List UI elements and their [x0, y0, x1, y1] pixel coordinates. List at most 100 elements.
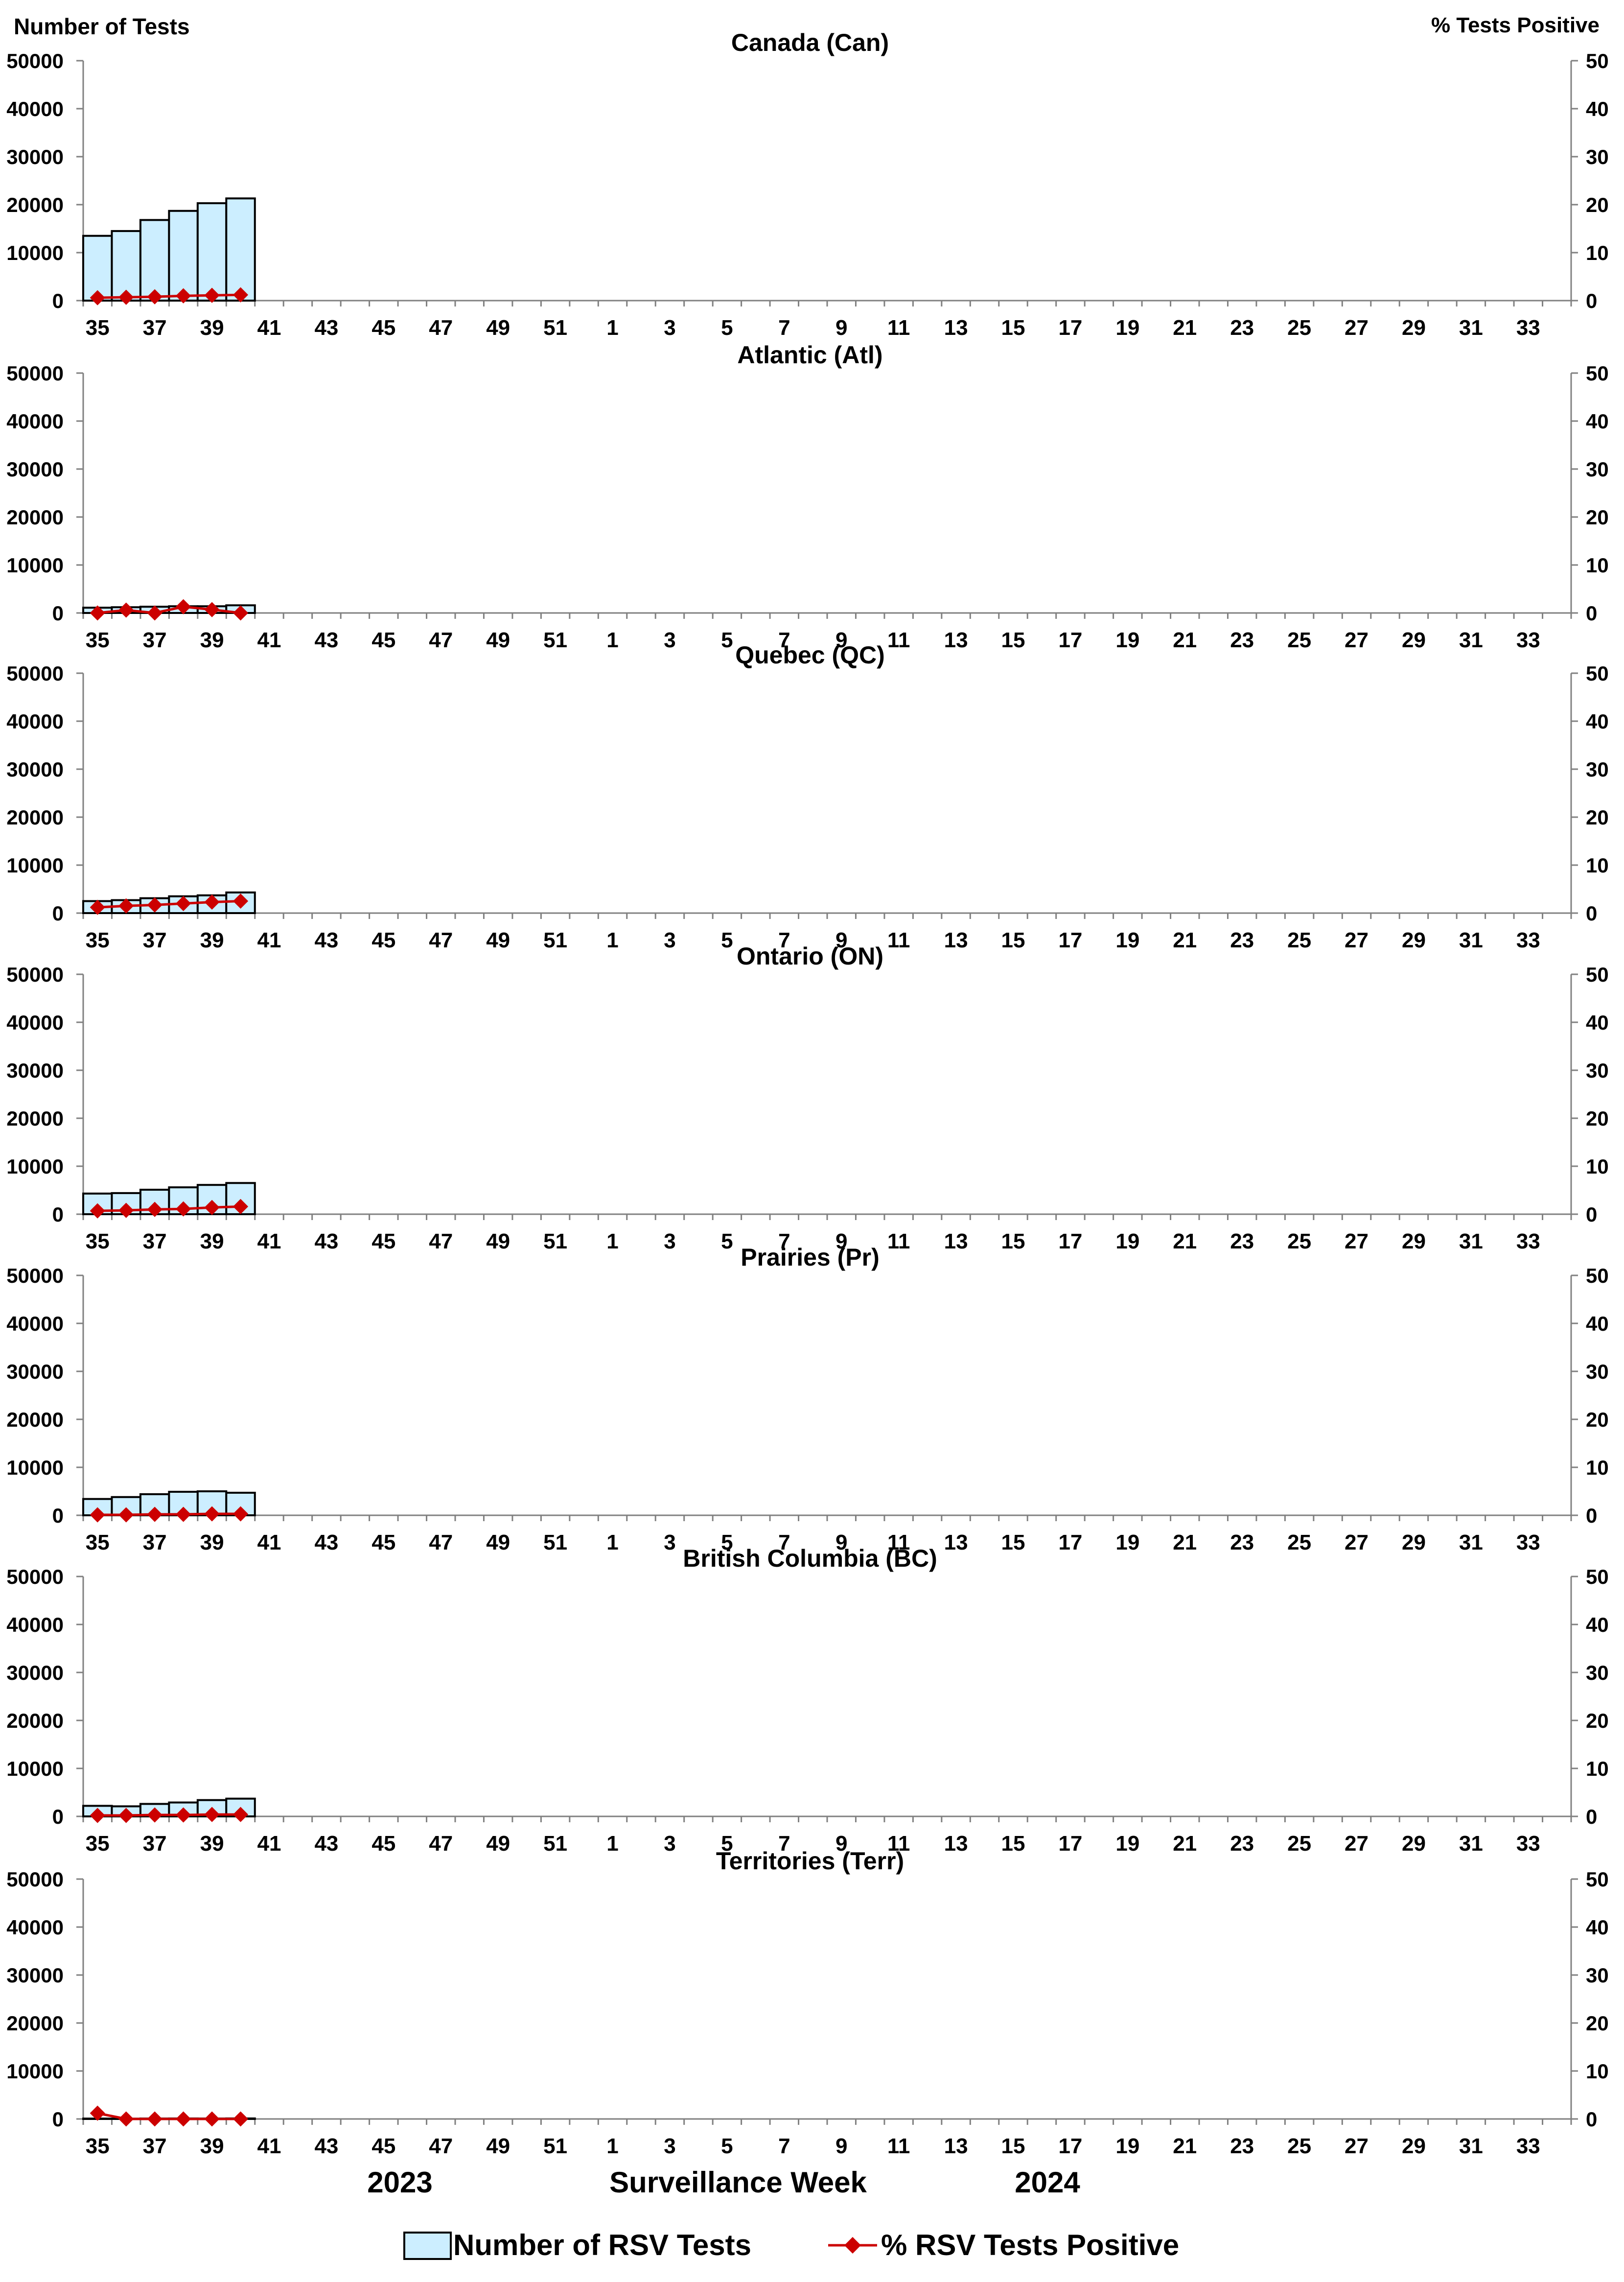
x-tick-label: 31: [1459, 316, 1483, 340]
x-tick-label: 19: [1115, 1530, 1139, 1554]
x-tick-label: 27: [1345, 928, 1369, 952]
point-35: [90, 1507, 105, 1523]
left-y-tick-label: 50000: [6, 662, 64, 685]
x-tick-label: 51: [543, 1229, 567, 1253]
x-tick-label: 51: [543, 1530, 567, 1554]
right-y-tick-label: 20: [1586, 193, 1609, 216]
x-tick-label: 1: [606, 1832, 618, 1856]
x-tick-label: 41: [257, 1229, 281, 1253]
x-tick-label: 7: [778, 1229, 790, 1253]
percent-positive-line: [97, 2112, 241, 2120]
left-y-tick-label: 10000: [6, 1456, 64, 1479]
x-tick-label: 31: [1459, 1530, 1483, 1554]
x-tick-label: 1: [606, 1530, 618, 1554]
x-tick-label: 45: [371, 1832, 395, 1856]
x-tick-label: 33: [1516, 1832, 1540, 1856]
x-tick-label: 19: [1115, 928, 1139, 952]
point-40: [232, 287, 249, 303]
panel-title: Canada (Can): [731, 29, 889, 56]
right-y-tick-label: 50: [1586, 662, 1609, 685]
x-tick-label: 25: [1287, 1530, 1311, 1554]
left-y-tick-label: 40000: [6, 97, 64, 120]
x-tick-label: 37: [143, 1832, 167, 1856]
x-tick-label: 33: [1516, 1229, 1540, 1253]
right-y-tick-label: 20: [1586, 806, 1609, 829]
point-39: [204, 894, 220, 910]
x-tick-label: 39: [200, 2134, 224, 2158]
left-y-tick-label: 10000: [6, 1757, 64, 1780]
point-37: [147, 1506, 162, 1522]
x-tick-label: 17: [1058, 1229, 1082, 1253]
x-tick-label: 39: [200, 316, 224, 340]
x-tick-label: 29: [1402, 1832, 1426, 1856]
x-tick-label: 49: [486, 1229, 510, 1253]
legend-line-label: % RSV Tests Positive: [881, 2229, 1179, 2261]
x-tick-label: 9: [835, 2134, 847, 2158]
x-tick-label: 43: [314, 316, 338, 340]
right-y-tick-label: 10: [1586, 241, 1609, 264]
point-40: [232, 893, 249, 909]
x-tick-label: 29: [1402, 1229, 1426, 1253]
x-tick-label: 5: [721, 1530, 733, 1554]
x-tick-label: 31: [1459, 928, 1483, 952]
x-tick-label: 3: [664, 1530, 675, 1554]
right-y-tick-label: 50: [1586, 1565, 1609, 1588]
right-y-tick-label: 40: [1586, 1916, 1609, 1939]
x-tick-label: 11: [887, 628, 910, 652]
right-y-tick-label: 50: [1586, 1868, 1609, 1891]
x-tick-label: 11: [887, 2134, 910, 2158]
x-tick-label: 33: [1516, 2134, 1540, 2158]
x-tick-label: 21: [1173, 2134, 1197, 2158]
left-y-tick-label: 50000: [6, 49, 64, 72]
x-tick-label: 27: [1345, 1229, 1369, 1253]
right-y-tick-label: 0: [1586, 902, 1597, 925]
left-y-tick-label: 30000: [6, 145, 64, 168]
left-y-tick-label: 30000: [6, 1661, 64, 1684]
x-tick-label: 47: [429, 1229, 453, 1253]
x-tick-label: 23: [1230, 1530, 1254, 1554]
left-y-tick-label: 0: [52, 902, 64, 925]
x-tick-label: 49: [486, 928, 510, 952]
left-y-tick-label: 10000: [6, 241, 64, 264]
x-tick-label: 13: [944, 628, 968, 652]
right-y-tick-label: 10: [1586, 554, 1609, 577]
x-tick-label: 23: [1230, 928, 1254, 952]
x-tick-label: 27: [1345, 316, 1369, 340]
point-40: [232, 1199, 249, 1214]
x-tick-label: 35: [86, 1229, 110, 1253]
right-y-tick-label: 20: [1586, 1408, 1609, 1431]
x-tick-label: 5: [721, 1832, 733, 1856]
x-tick-label: 21: [1173, 1530, 1197, 1554]
point-39: [204, 1807, 220, 1822]
x-tick-label: 17: [1058, 2134, 1082, 2158]
x-tick-label: 1: [606, 2134, 618, 2158]
bar-36: [111, 230, 141, 302]
left-y-tick-label: 20000: [6, 1408, 64, 1431]
x-tick-label: 45: [371, 628, 395, 652]
right-y-tick-label: 10: [1586, 1757, 1609, 1780]
x-tick-label: 5: [721, 2134, 733, 2158]
left-y-tick-label: 10000: [6, 2060, 64, 2083]
x-tick-label: 45: [371, 316, 395, 340]
x-tick-label: 33: [1516, 628, 1540, 652]
x-tick-label: 47: [429, 316, 453, 340]
left-y-tick-label: 40000: [6, 410, 64, 433]
left-y-tick-label: 30000: [6, 1059, 64, 1082]
x-tick-label: 27: [1345, 1530, 1369, 1554]
x-tick-label: 51: [543, 2134, 567, 2158]
x-tick-label: 5: [721, 928, 733, 952]
left-y-tick-label: 50000: [6, 1264, 64, 1287]
x-tick-label: 1: [606, 928, 618, 952]
x-tick-label: 7: [778, 1832, 790, 1856]
panel-5: Prairies (Pr) 0 10000 20000 30000 40000 50000 0…: [6, 1244, 1609, 1554]
point-40: [232, 1807, 249, 1822]
x-tick-label: 47: [429, 628, 453, 652]
point-39: [204, 602, 220, 617]
x-tick-label: 25: [1287, 316, 1311, 340]
right-y-tick-label: 30: [1586, 1661, 1609, 1684]
x-tick-label: 21: [1173, 1832, 1197, 1856]
left-y-tick-label: 20000: [6, 1709, 64, 1732]
x-tick-label: 1: [606, 316, 618, 340]
right-axis-title: % Tests Positive: [1431, 13, 1600, 37]
